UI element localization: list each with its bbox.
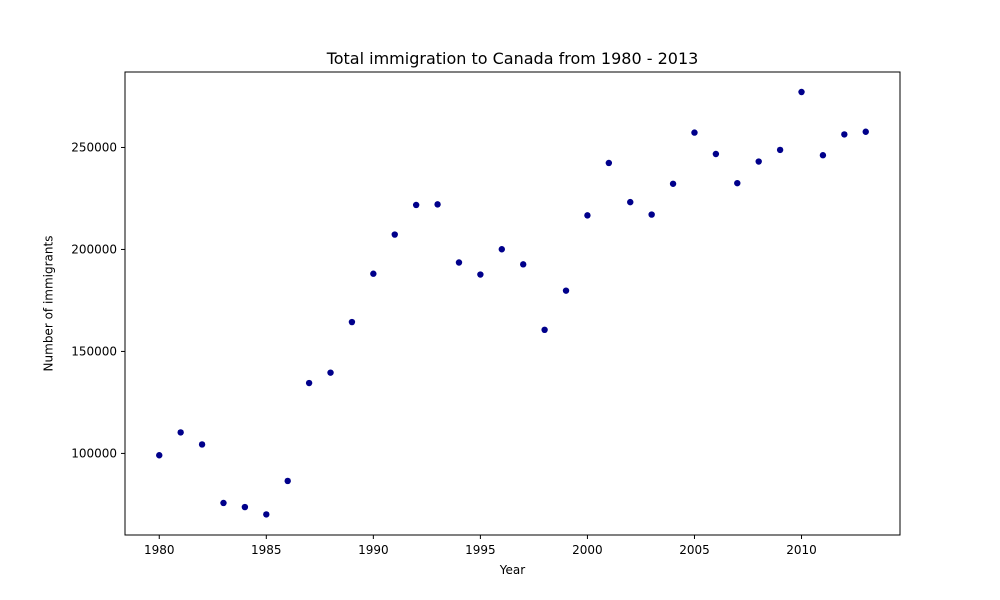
x-axis-label: Year [499, 563, 525, 577]
data-points [156, 88, 869, 518]
data-point [627, 198, 634, 206]
data-point [477, 271, 484, 278]
x-axis-ticks: 1980 1985 1990 1995 2000 2005 2010 [144, 535, 817, 557]
data-point [348, 318, 356, 326]
data-point [755, 158, 762, 165]
data-point [541, 326, 548, 334]
y-tick-label: 250000 [71, 140, 117, 154]
data-point [263, 511, 270, 518]
data-point [605, 159, 613, 167]
data-point [241, 503, 249, 511]
data-point [669, 180, 677, 187]
y-axis-ticks: 100000 150000 200000 250000 [71, 140, 125, 460]
y-tick-label: 150000 [71, 344, 117, 358]
data-point [370, 270, 377, 277]
data-point [691, 129, 698, 136]
x-tick-label: 1990 [358, 543, 389, 557]
data-point [841, 131, 848, 138]
data-point [562, 287, 570, 294]
data-point [434, 201, 441, 208]
data-point [712, 150, 720, 158]
x-tick-label: 1985 [251, 543, 282, 557]
data-point [498, 246, 505, 253]
y-axis-label: Number of immigrants [42, 236, 56, 372]
data-point [198, 441, 206, 448]
data-point [584, 212, 591, 219]
x-tick-label: 2000 [572, 543, 603, 557]
data-point [156, 452, 163, 459]
x-tick-label: 2005 [679, 543, 710, 557]
data-point [220, 499, 227, 507]
plot-area-frame [124, 71, 901, 536]
data-point [648, 211, 655, 218]
data-point [327, 369, 334, 376]
data-point [177, 429, 184, 436]
chart-title: Total immigration to Canada from 1980 - … [326, 49, 699, 68]
y-tick-label: 100000 [71, 446, 117, 460]
x-tick-label: 1980 [144, 543, 175, 557]
x-tick-label: 2010 [786, 543, 817, 557]
data-point [455, 259, 463, 266]
data-point [776, 146, 784, 154]
data-point [734, 179, 741, 187]
data-point [819, 152, 827, 159]
data-point [391, 231, 398, 238]
data-point [520, 261, 527, 268]
data-point [798, 88, 805, 96]
data-point [412, 201, 420, 209]
y-tick-label: 200000 [71, 242, 117, 256]
x-tick-label: 1995 [465, 543, 496, 557]
data-point [862, 128, 869, 135]
data-point [305, 379, 313, 387]
data-point [284, 477, 291, 485]
